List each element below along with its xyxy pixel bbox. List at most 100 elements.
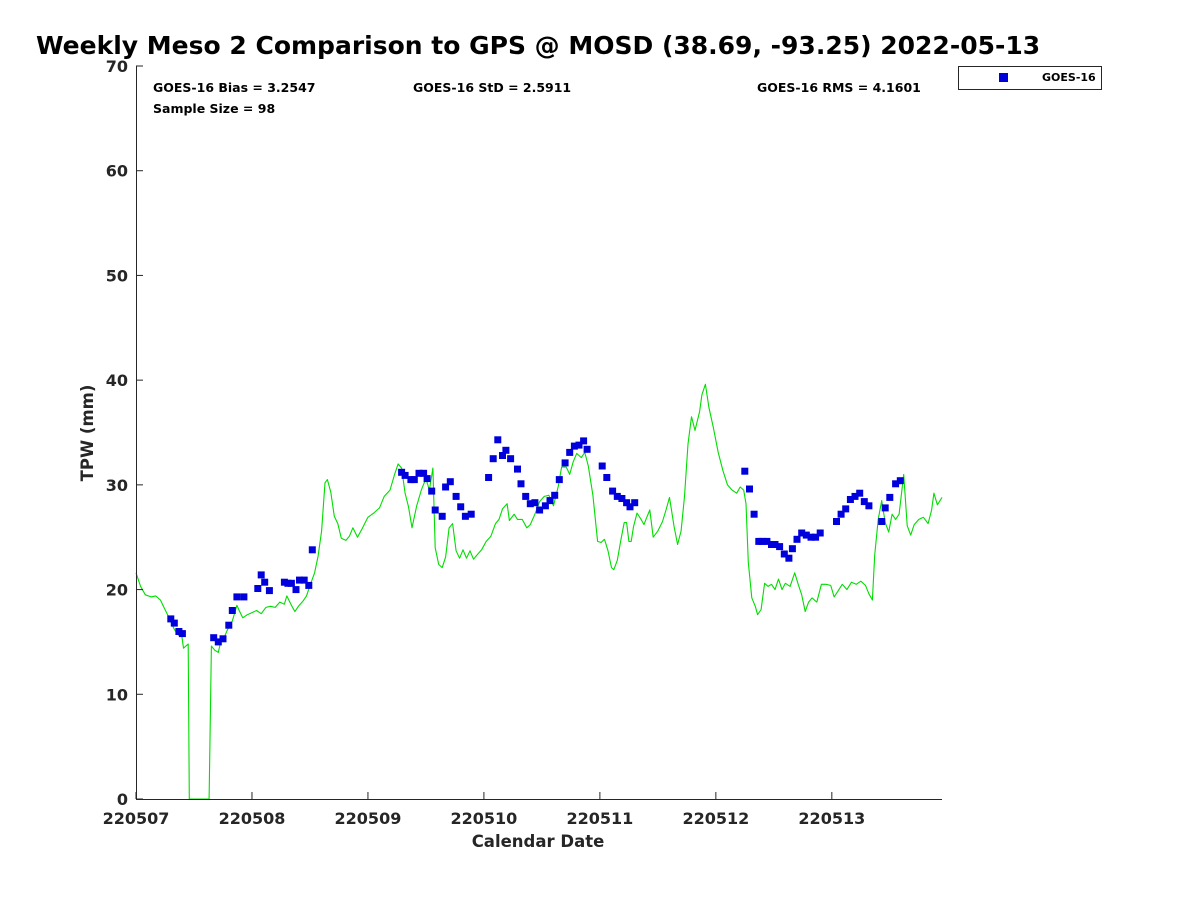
legend-box <box>958 66 1102 90</box>
y-ticks-group: 0 10 20 30 40 50 60 70 <box>106 57 143 809</box>
data-point-goes16 <box>892 480 900 488</box>
data-point-goes16 <box>750 510 758 518</box>
data-point-goes16 <box>526 500 534 508</box>
data-point-goes16 <box>881 504 889 512</box>
legend-goes16-marker <box>999 73 1008 82</box>
data-point-goes16 <box>580 437 588 445</box>
data-point-goes16 <box>499 452 506 459</box>
data-point-goes16 <box>570 442 578 450</box>
data-point-goes16 <box>233 593 241 601</box>
data-point-goes16 <box>771 541 779 548</box>
data-point-goes16 <box>851 492 859 500</box>
data-point-goes16 <box>865 502 873 510</box>
data-point-goes16 <box>626 503 634 511</box>
data-point-goes16 <box>522 492 530 500</box>
y-tick-label: 50 <box>106 266 128 285</box>
data-point-goes16 <box>807 533 815 541</box>
data-point-goes16 <box>296 576 303 584</box>
sample-size-stat: Sample Size = 98 <box>153 101 275 116</box>
data-point-goes16 <box>514 465 521 473</box>
data-point-goes16 <box>240 593 248 601</box>
x-tick-label: 220513 <box>798 809 865 828</box>
data-point-goes16 <box>536 506 544 514</box>
data-point-goes16 <box>489 455 497 463</box>
data-point-goes16 <box>546 497 554 505</box>
data-point-goes16 <box>785 554 793 562</box>
data-point-goes16 <box>210 634 218 642</box>
data-point-goes16 <box>896 477 904 485</box>
data-point-goes16 <box>551 491 559 499</box>
data-point-goes16 <box>305 581 313 589</box>
data-point-goes16 <box>308 546 316 554</box>
data-point-goes16 <box>816 529 824 537</box>
data-point-goes16 <box>265 587 273 595</box>
data-point-goes16 <box>837 510 845 518</box>
rms-stat: GOES-16 RMS = 4.1601 <box>757 80 921 95</box>
data-point-goes16 <box>300 576 308 584</box>
data-point-goes16 <box>428 487 436 495</box>
data-point-goes16 <box>561 459 569 467</box>
x-tick-label: 220511 <box>566 809 633 828</box>
x-tick-label: 220507 <box>103 809 170 828</box>
data-point-goes16 <box>598 462 606 470</box>
data-point-goes16 <box>446 478 454 486</box>
data-point-goes16 <box>214 638 222 646</box>
y-tick-label: 20 <box>106 581 128 600</box>
data-point-goes16 <box>452 492 460 500</box>
bias-stat: GOES-16 Bias = 3.2547 <box>153 80 315 95</box>
data-point-goes16 <box>423 475 431 483</box>
data-point-goes16 <box>802 531 810 539</box>
data-point-goes16 <box>415 469 423 477</box>
y-tick-label: 10 <box>106 685 128 704</box>
data-point-goes16 <box>442 483 450 491</box>
data-point-goes16 <box>178 630 186 638</box>
y-tick-label: 40 <box>106 371 128 390</box>
data-point-goes16 <box>467 510 475 518</box>
data-point-goes16 <box>401 471 409 479</box>
data-point-goes16 <box>257 571 265 579</box>
data-point-goes16 <box>763 537 771 545</box>
data-point-goes16 <box>878 518 886 525</box>
data-point-goes16 <box>583 445 591 453</box>
data-point-goes16 <box>420 469 428 477</box>
y-tick-label: 0 <box>117 790 128 809</box>
data-point-goes16 <box>566 448 574 456</box>
x-tick-label: 220512 <box>682 809 749 828</box>
data-point-goes16 <box>431 506 439 514</box>
data-point-goes16 <box>292 586 300 594</box>
data-point-goes16 <box>461 512 469 520</box>
data-point-goes16 <box>758 537 766 545</box>
data-point-goes16 <box>494 436 502 444</box>
y-tick-label: 70 <box>106 57 128 76</box>
x-axis-label: Calendar Date <box>472 832 605 851</box>
y-axis-label: TPW (mm) <box>78 385 97 482</box>
data-point-goes16 <box>603 474 611 481</box>
plot-points-layer <box>167 436 904 646</box>
data-point-goes16 <box>860 498 868 506</box>
data-point-goes16 <box>502 446 510 454</box>
data-point-goes16 <box>618 495 626 502</box>
data-point-goes16 <box>833 518 840 525</box>
series-line-gps <box>135 383 943 800</box>
chart-title: Weekly Meso 2 Comparison to GPS @ MOSD (… <box>36 31 1040 60</box>
x-ticks-group: 220507 220508 220509 220510 220511 220512 2205… <box>103 792 865 828</box>
data-point-goes16 <box>261 578 269 586</box>
data-point-goes16 <box>254 585 262 592</box>
data-point-goes16 <box>507 455 515 463</box>
data-point-goes16 <box>886 493 894 501</box>
data-point-goes16 <box>531 499 539 507</box>
data-point-goes16 <box>287 579 295 587</box>
data-point-goes16 <box>780 550 788 558</box>
std-stat: GOES-16 StD = 2.5911 <box>413 80 571 95</box>
data-point-goes16 <box>788 545 796 553</box>
data-point-goes16 <box>228 607 236 614</box>
data-point-goes16 <box>798 529 806 537</box>
y-tick-label: 30 <box>106 476 128 495</box>
data-point-goes16 <box>609 487 617 495</box>
data-point-goes16 <box>438 512 446 520</box>
legend-goes16-label: GOES-16 <box>1042 71 1096 84</box>
data-point-goes16 <box>812 533 820 541</box>
data-point-goes16 <box>856 489 864 497</box>
